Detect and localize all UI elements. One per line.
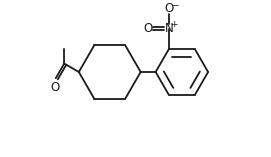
- Text: O: O: [164, 2, 173, 15]
- Text: N: N: [164, 22, 173, 35]
- Text: O: O: [144, 22, 153, 35]
- Text: −: −: [171, 0, 178, 9]
- Text: O: O: [50, 81, 59, 94]
- Text: +: +: [170, 20, 178, 29]
